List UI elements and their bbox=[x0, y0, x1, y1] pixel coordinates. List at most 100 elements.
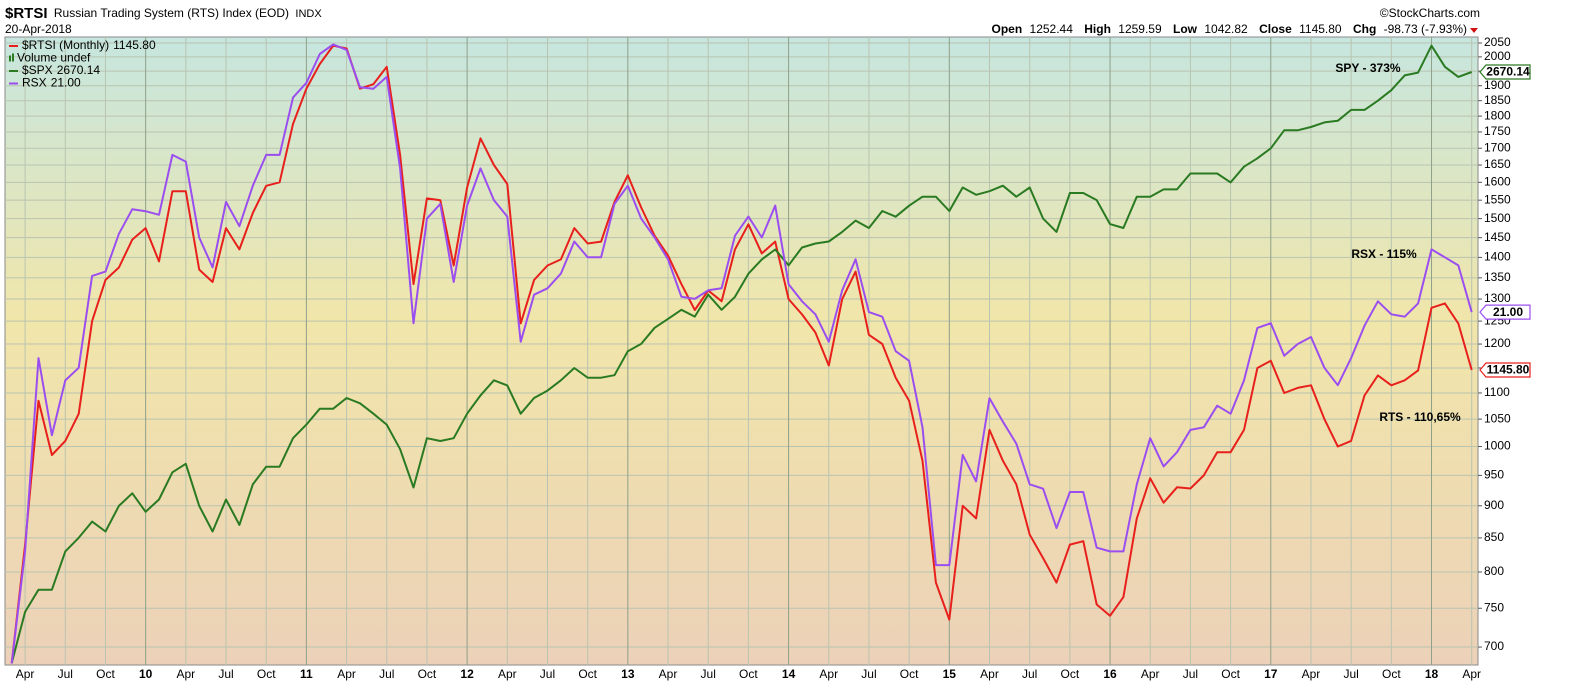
exchange: INDX bbox=[295, 8, 322, 20]
series-line bbox=[10, 44, 1473, 664]
annotation: RSX - 115% bbox=[1351, 247, 1417, 261]
legend-swatch bbox=[12, 53, 14, 62]
annotation: SPY - 373% bbox=[1335, 61, 1400, 75]
y-tick-label: 2050 bbox=[1484, 35, 1511, 49]
x-tick-label: 18 bbox=[1425, 667, 1439, 681]
index-name: Russian Trading System (RTS) Index (EOD) bbox=[54, 6, 289, 20]
x-tick-label: Jul bbox=[861, 667, 876, 681]
x-tick-label: 11 bbox=[300, 667, 313, 681]
x-tick-label: Oct bbox=[578, 667, 597, 681]
y-tick-label: 1350 bbox=[1484, 270, 1511, 284]
x-tick-label: Oct bbox=[1221, 667, 1240, 681]
grid bbox=[5, 37, 1482, 665]
value-tag bbox=[1479, 64, 1531, 80]
x-tick-label: 10 bbox=[139, 667, 153, 681]
x-tick-label: Apr bbox=[176, 667, 195, 681]
y-tick-label: 1000 bbox=[1484, 439, 1511, 453]
quote-label: High bbox=[1084, 22, 1111, 36]
quote-value: 1145.80 bbox=[1299, 22, 1342, 36]
legend-name: $RTSI (Monthly) bbox=[22, 38, 109, 52]
x-tick-label: Jul bbox=[218, 667, 233, 681]
y-tick-label: 700 bbox=[1484, 639, 1504, 653]
quote: Open 1252.44 High 1259.59 Low 1042.82 Cl… bbox=[992, 22, 1468, 36]
x-tick-label: Apr bbox=[980, 667, 999, 681]
x-tick-label: Apr bbox=[498, 667, 517, 681]
x-tick-label: 12 bbox=[460, 667, 474, 681]
quote-label: Chg bbox=[1353, 22, 1376, 36]
y-tick-label: 1850 bbox=[1484, 93, 1511, 107]
y-tick-label: 1450 bbox=[1484, 230, 1511, 244]
x-tick-label: 16 bbox=[1103, 667, 1117, 681]
y-tick-label: 800 bbox=[1484, 564, 1504, 578]
x-tick-label: Oct bbox=[739, 667, 758, 681]
copyright: ©StockCharts.com bbox=[1380, 6, 1480, 20]
x-tick-label: Jul bbox=[1022, 667, 1037, 681]
y-tick-label: 850 bbox=[1484, 530, 1504, 544]
legend-value: 1145.80 bbox=[113, 38, 156, 52]
x-tick-label: Oct bbox=[1061, 667, 1080, 681]
down-arrow bbox=[1470, 28, 1478, 33]
quote-value: -98.73 (-7.93%) bbox=[1384, 22, 1467, 36]
legend-value: 21.00 bbox=[51, 76, 81, 90]
x-tick-label: 15 bbox=[943, 667, 957, 681]
x-tick-label: 17 bbox=[1264, 667, 1278, 681]
x-tick-label: Jul bbox=[379, 667, 394, 681]
x-tick-label: Oct bbox=[96, 667, 115, 681]
legend-value: 2670.14 bbox=[57, 63, 101, 77]
x-tick-label: Jul bbox=[540, 667, 555, 681]
y-tick-label: 1900 bbox=[1484, 78, 1511, 92]
x-tick-label: Jul bbox=[58, 667, 73, 681]
quote-label: Low bbox=[1173, 22, 1198, 36]
y-tick-label: 950 bbox=[1484, 468, 1504, 482]
y-tick-label: 1300 bbox=[1484, 291, 1511, 305]
y-tick-label: 1600 bbox=[1484, 174, 1511, 188]
annotation: RTS - 110,65% bbox=[1379, 410, 1461, 424]
x-tick-label: Jul bbox=[1183, 667, 1198, 681]
y-tick-label: 1500 bbox=[1484, 211, 1511, 225]
plot-area bbox=[4, 36, 1479, 666]
y-tick-label: 1650 bbox=[1484, 157, 1511, 171]
x-tick-label: Apr bbox=[1462, 667, 1481, 681]
x-tick-label: Oct bbox=[418, 667, 437, 681]
value-tag-label: 21.00 bbox=[1493, 305, 1523, 319]
y-tick-label: 1800 bbox=[1484, 108, 1511, 122]
value-tag bbox=[1479, 304, 1531, 320]
x-tick-label: 14 bbox=[782, 667, 796, 681]
quote-value: 1252.44 bbox=[1030, 22, 1074, 36]
quote-value: 1259.59 bbox=[1118, 22, 1162, 36]
quote-label: Close bbox=[1259, 22, 1292, 36]
y-tick-label: 1050 bbox=[1484, 411, 1511, 425]
x-tick-label: Apr bbox=[819, 667, 838, 681]
date: 20-Apr-2018 bbox=[5, 22, 72, 36]
y-tick-label: 1550 bbox=[1484, 192, 1511, 206]
series-line bbox=[10, 44, 1473, 664]
y-tick-label: 900 bbox=[1484, 498, 1504, 512]
quote-label: Open bbox=[992, 22, 1023, 36]
series-line bbox=[10, 43, 1473, 664]
x-tick-label: Apr bbox=[16, 667, 35, 681]
legend-label: Volume undef bbox=[17, 51, 91, 65]
legend-label: $RTSI (Monthly) 1145.80 bbox=[22, 38, 156, 52]
y-tick-label: 2000 bbox=[1484, 49, 1511, 63]
legend-label: $SPX 2670.14 bbox=[22, 63, 100, 77]
x-tick-label: 13 bbox=[621, 667, 635, 681]
x-tick-label: Oct bbox=[1382, 667, 1401, 681]
value-tag-label: 2670.14 bbox=[1486, 65, 1530, 79]
y-tick-label: 1100 bbox=[1484, 385, 1510, 399]
value-tag-label: 1145.80 bbox=[1487, 363, 1530, 377]
value-tag bbox=[1479, 362, 1531, 378]
x-tick-label: Oct bbox=[257, 667, 276, 681]
x-tick-label: Apr bbox=[337, 667, 356, 681]
x-tick-label: Oct bbox=[900, 667, 919, 681]
legend-name: $SPX bbox=[22, 63, 53, 77]
y-tick-label: 1200 bbox=[1484, 336, 1511, 350]
x-tick-label: Jul bbox=[701, 667, 716, 681]
lines bbox=[10, 43, 1473, 664]
x-tick-label: Jul bbox=[1343, 667, 1358, 681]
quote-value: 1042.82 bbox=[1204, 22, 1248, 36]
legend-swatch bbox=[9, 55, 11, 62]
y-tick-label: 1400 bbox=[1484, 250, 1511, 264]
y-tick-label: 1750 bbox=[1484, 124, 1511, 138]
symbol: $RTSI bbox=[5, 5, 48, 22]
